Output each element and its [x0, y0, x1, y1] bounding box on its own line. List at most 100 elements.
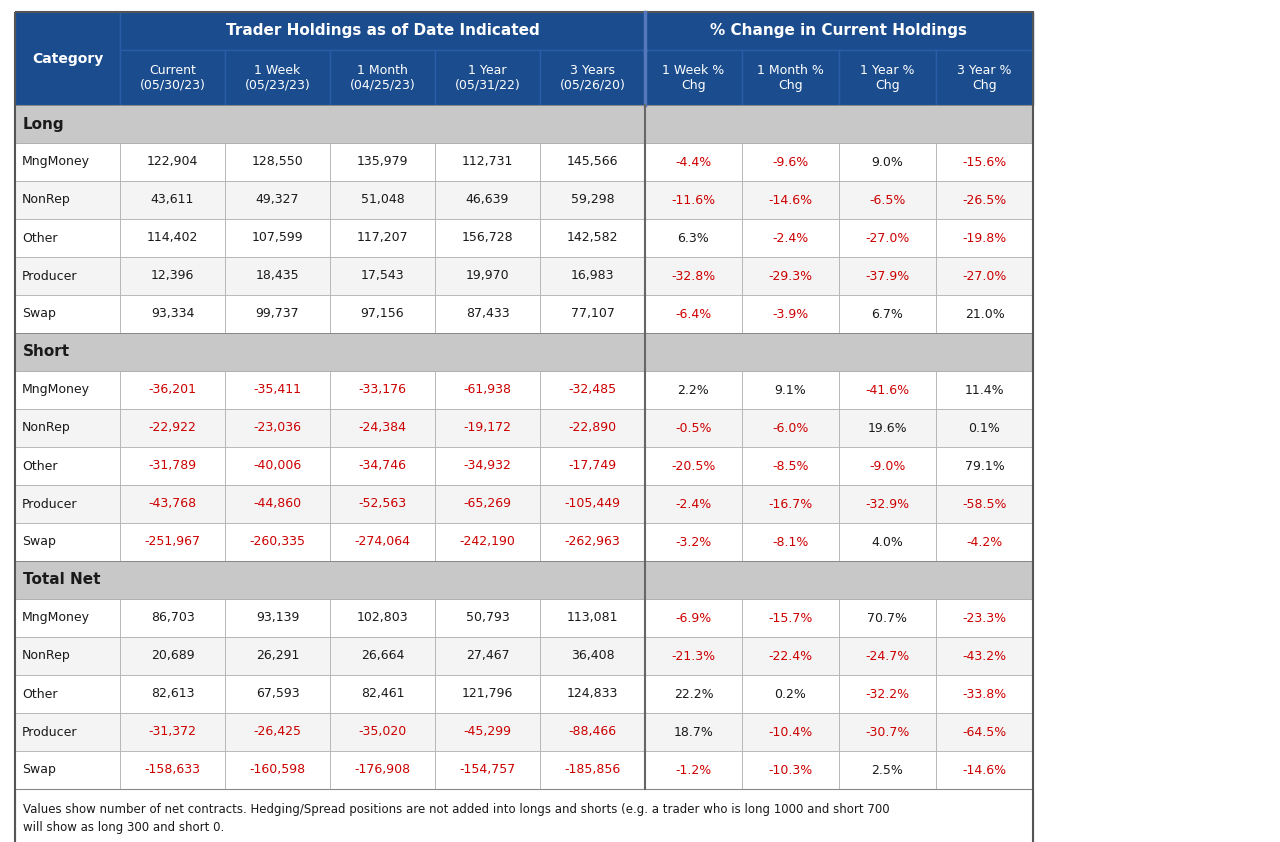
Bar — [15, 371, 120, 409]
Text: -27.0%: -27.0% — [865, 232, 910, 244]
Text: -33,176: -33,176 — [358, 383, 407, 397]
Bar — [838, 675, 936, 713]
Bar — [838, 447, 936, 485]
Text: -88,466: -88,466 — [568, 726, 617, 738]
Bar — [120, 50, 225, 105]
Text: -3.9%: -3.9% — [772, 307, 809, 321]
Bar — [540, 257, 645, 295]
Text: -274,064: -274,064 — [355, 536, 411, 548]
Text: NonRep: NonRep — [22, 649, 70, 663]
Bar — [330, 409, 435, 447]
Bar — [742, 637, 838, 675]
Bar — [742, 143, 838, 181]
Text: 82,613: 82,613 — [151, 688, 195, 701]
Text: -154,757: -154,757 — [460, 764, 516, 776]
Bar — [435, 295, 540, 333]
Text: -176,908: -176,908 — [355, 764, 411, 776]
Bar — [225, 523, 330, 561]
Text: 26,664: 26,664 — [361, 649, 404, 663]
Bar — [435, 485, 540, 523]
Bar — [225, 637, 330, 675]
Bar — [435, 599, 540, 637]
Text: 11.4%: 11.4% — [965, 383, 1005, 397]
Text: 93,139: 93,139 — [256, 611, 300, 625]
Bar — [540, 181, 645, 219]
Text: 67,593: 67,593 — [256, 688, 300, 701]
Bar — [838, 143, 936, 181]
Text: -262,963: -262,963 — [564, 536, 621, 548]
Bar — [120, 713, 225, 751]
Text: -35,020: -35,020 — [358, 726, 407, 738]
Bar — [742, 219, 838, 257]
Text: -242,190: -242,190 — [460, 536, 516, 548]
Bar — [330, 485, 435, 523]
Bar — [645, 181, 742, 219]
Bar — [330, 371, 435, 409]
Text: 121,796: 121,796 — [462, 688, 513, 701]
Text: -105,449: -105,449 — [564, 498, 621, 510]
Bar — [645, 485, 742, 523]
Text: -32.2%: -32.2% — [865, 688, 910, 701]
Bar — [120, 181, 225, 219]
Text: MngMoney: MngMoney — [22, 611, 90, 625]
Bar — [330, 257, 435, 295]
Bar — [936, 143, 1033, 181]
Text: 18,435: 18,435 — [256, 269, 300, 283]
Bar — [225, 143, 330, 181]
Bar — [540, 485, 645, 523]
Text: -2.4%: -2.4% — [676, 498, 712, 510]
Bar — [435, 409, 540, 447]
Bar — [645, 257, 742, 295]
Text: 3 Years
(05/26/20): 3 Years (05/26/20) — [559, 63, 626, 92]
Text: NonRep: NonRep — [22, 194, 70, 206]
Text: Other: Other — [22, 232, 58, 244]
Text: -43,768: -43,768 — [148, 498, 197, 510]
Text: NonRep: NonRep — [22, 422, 70, 434]
Bar — [742, 409, 838, 447]
Text: Long: Long — [23, 116, 64, 131]
Text: -3.2%: -3.2% — [676, 536, 712, 548]
Text: -9.6%: -9.6% — [772, 156, 809, 168]
Text: -30.7%: -30.7% — [865, 726, 910, 738]
Text: -14.6%: -14.6% — [768, 194, 813, 206]
Text: 18.7%: 18.7% — [673, 726, 713, 738]
Text: -23.3%: -23.3% — [963, 611, 1006, 625]
Text: -2.4%: -2.4% — [772, 232, 809, 244]
Text: 135,979: 135,979 — [357, 156, 408, 168]
Bar — [120, 257, 225, 295]
Bar — [15, 12, 1033, 842]
Bar — [742, 713, 838, 751]
Bar — [15, 637, 120, 675]
Bar — [540, 447, 645, 485]
Text: 102,803: 102,803 — [357, 611, 408, 625]
Bar — [15, 523, 120, 561]
Bar — [120, 143, 225, 181]
Bar — [225, 599, 330, 637]
Text: -32.8%: -32.8% — [672, 269, 716, 283]
Text: -6.0%: -6.0% — [772, 422, 809, 434]
Bar — [435, 637, 540, 675]
Bar — [540, 713, 645, 751]
Text: Producer: Producer — [22, 269, 78, 283]
Bar — [15, 675, 120, 713]
Text: 112,731: 112,731 — [462, 156, 513, 168]
Text: Swap: Swap — [22, 307, 56, 321]
Text: 87,433: 87,433 — [466, 307, 509, 321]
Bar — [838, 181, 936, 219]
Text: -14.6%: -14.6% — [963, 764, 1006, 776]
Text: 93,334: 93,334 — [151, 307, 195, 321]
Text: -6.9%: -6.9% — [676, 611, 712, 625]
Bar — [435, 713, 540, 751]
Bar — [225, 485, 330, 523]
Bar — [540, 599, 645, 637]
Text: 128,550: 128,550 — [252, 156, 303, 168]
Text: -37.9%: -37.9% — [865, 269, 910, 283]
Bar — [15, 409, 120, 447]
Bar — [435, 181, 540, 219]
Text: 6.7%: 6.7% — [872, 307, 904, 321]
Text: 27,467: 27,467 — [466, 649, 509, 663]
Bar — [645, 295, 742, 333]
Text: -44,860: -44,860 — [253, 498, 302, 510]
Text: -61,938: -61,938 — [463, 383, 512, 397]
Text: 22.2%: 22.2% — [673, 688, 713, 701]
